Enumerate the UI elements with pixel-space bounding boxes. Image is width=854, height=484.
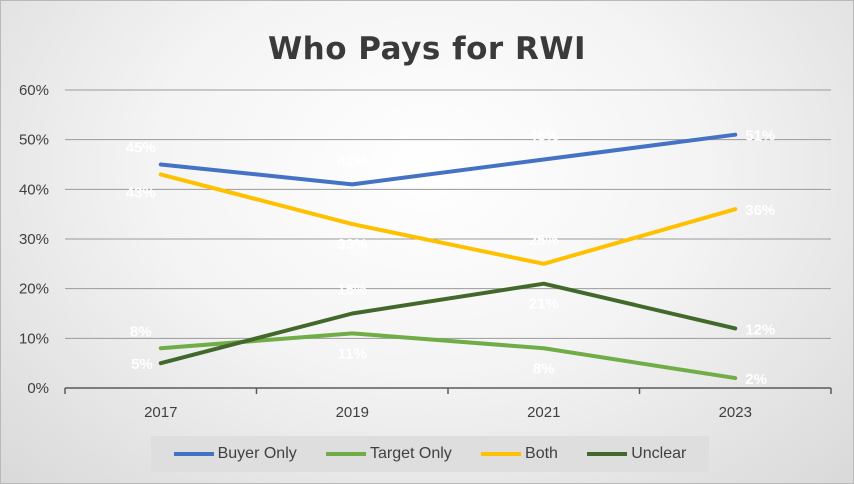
series-line-buyer-only: [158, 132, 738, 187]
legend-label: Buyer Only: [217, 445, 297, 462]
y-tick-label: 50%: [19, 132, 49, 149]
legend-label: Both: [525, 445, 558, 462]
chart-title: Who Pays for RWI: [267, 31, 587, 67]
data-label: 36%: [745, 202, 775, 219]
x-tick-label: 2023: [719, 404, 752, 421]
legend-label: Unclear: [631, 445, 687, 462]
data-label: 12%: [745, 321, 775, 338]
legend-item: Buyer Only: [173, 445, 297, 463]
legend-item: Target Only: [325, 445, 452, 463]
data-label: 15%: [337, 282, 367, 299]
series-line-both: [158, 172, 738, 266]
legend-label: Target Only: [369, 445, 452, 462]
data-label: 41%: [337, 152, 367, 169]
legend-swatch: [325, 452, 366, 456]
x-tick-label: 2019: [336, 404, 369, 421]
y-tick-label: 40%: [19, 181, 49, 198]
legend-item: Both: [481, 445, 558, 463]
data-label: 8%: [130, 323, 152, 340]
legend-swatch: [173, 452, 214, 456]
data-label: 33%: [337, 236, 367, 253]
y-tick-label: 60%: [19, 82, 49, 99]
series-line-target-only: [158, 331, 738, 381]
legend-item: Unclear: [587, 445, 686, 463]
data-label: 43%: [126, 184, 156, 201]
data-label: 11%: [338, 345, 367, 362]
legend-swatch: [587, 452, 628, 456]
x-tick-label: 2021: [527, 404, 560, 421]
data-label: 51%: [745, 128, 775, 145]
data-label: 25%: [529, 232, 559, 249]
data-label: 8%: [533, 360, 555, 377]
y-tick-label: 30%: [19, 231, 49, 248]
legend-swatch: [481, 452, 522, 456]
y-tick-label: 20%: [19, 281, 49, 298]
data-label: 45%: [126, 140, 156, 157]
series-line-unclear: [158, 281, 738, 366]
legend: Buyer Only Target Only Both Unclear: [151, 436, 709, 472]
data-label: 46%: [529, 128, 559, 145]
data-label: 2%: [745, 371, 767, 388]
data-label: 21%: [529, 296, 559, 313]
y-tick-label: 0%: [27, 380, 49, 397]
x-tick-label: 2017: [144, 404, 177, 421]
y-tick-label: 10%: [19, 330, 49, 347]
data-label: 5%: [131, 356, 153, 373]
